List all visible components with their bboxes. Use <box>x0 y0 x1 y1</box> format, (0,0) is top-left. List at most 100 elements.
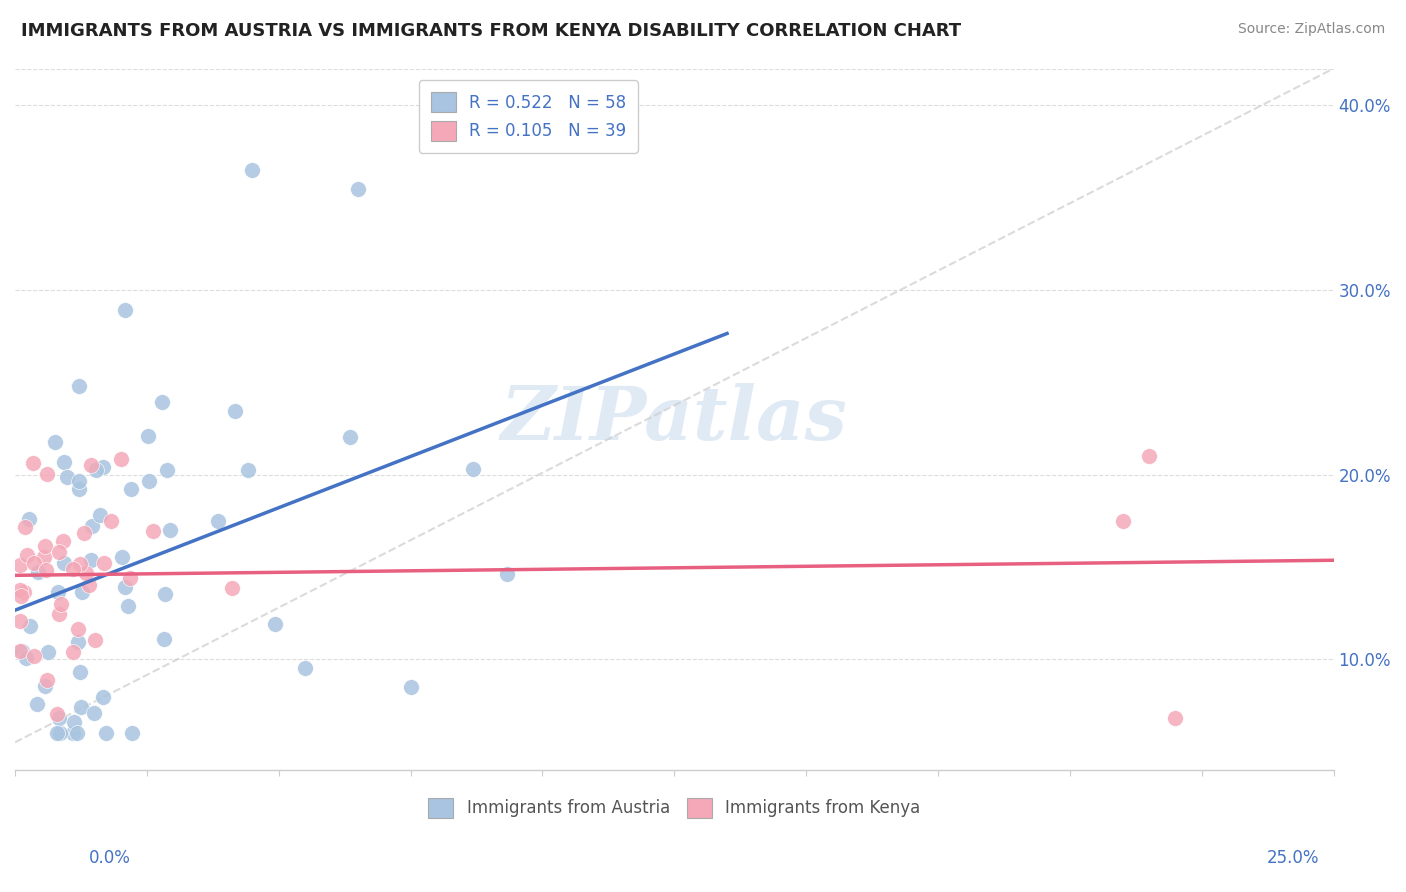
Point <box>27 565 49 579</box>
Point <box>155 463 177 477</box>
Point <box>70 584 93 599</box>
Point <box>84 633 107 648</box>
Point <box>22 556 45 570</box>
Point <box>13 520 35 534</box>
Point <box>13 584 35 599</box>
Point <box>80 552 103 566</box>
Point <box>66 622 89 636</box>
Point <box>91 690 114 704</box>
Point <box>347 181 370 195</box>
Point <box>138 474 160 488</box>
Point <box>15 548 38 562</box>
Point <box>35 673 58 687</box>
Point <box>69 474 91 488</box>
Point <box>10 589 32 603</box>
Point <box>136 428 159 442</box>
Point <box>34 563 56 577</box>
Point <box>1164 711 1187 725</box>
Point <box>8 583 31 598</box>
Point <box>77 577 100 591</box>
Point <box>52 534 75 549</box>
Point <box>207 515 229 529</box>
Point <box>89 508 111 522</box>
Point <box>120 482 142 496</box>
Point <box>100 515 122 529</box>
Point <box>34 549 56 564</box>
Text: Source: ZipAtlas.com: Source: ZipAtlas.com <box>1237 22 1385 37</box>
Point <box>75 566 97 580</box>
Point <box>21 456 44 470</box>
Point <box>48 711 70 725</box>
Point <box>8 558 31 573</box>
Point <box>339 430 361 444</box>
Point <box>114 302 136 317</box>
Point <box>67 483 90 497</box>
Point <box>66 635 89 649</box>
Point <box>142 524 165 539</box>
Point <box>80 519 103 533</box>
Text: 25.0%: 25.0% <box>1267 849 1319 867</box>
Point <box>48 545 70 559</box>
Point <box>44 434 66 449</box>
Point <box>27 697 49 711</box>
Point <box>238 463 260 477</box>
Point <box>67 379 90 393</box>
Point <box>93 557 115 571</box>
Point <box>294 661 316 675</box>
Point <box>11 644 34 658</box>
Point <box>83 706 105 721</box>
Point <box>84 462 107 476</box>
Point <box>22 649 45 664</box>
Point <box>69 665 91 679</box>
Point <box>1137 449 1160 463</box>
Point <box>159 523 181 537</box>
Point <box>48 607 70 621</box>
Point <box>49 726 72 740</box>
Point <box>240 163 263 178</box>
Point <box>96 726 118 740</box>
Point <box>263 616 285 631</box>
Point <box>52 455 75 469</box>
Point <box>62 645 84 659</box>
Point <box>121 726 143 740</box>
Point <box>114 580 136 594</box>
Point <box>34 679 56 693</box>
Point <box>70 700 93 714</box>
Point <box>221 581 243 595</box>
Point <box>49 597 72 611</box>
Point <box>45 706 67 721</box>
Point <box>111 549 134 564</box>
Text: ZIPatlas: ZIPatlas <box>501 383 848 456</box>
Point <box>495 567 517 582</box>
Point <box>66 726 89 740</box>
Point <box>110 452 132 467</box>
Point <box>63 715 86 730</box>
Point <box>153 587 176 601</box>
Point <box>73 526 96 541</box>
Point <box>1111 514 1133 528</box>
Point <box>120 572 142 586</box>
Point <box>18 619 41 633</box>
Point <box>463 462 485 476</box>
Point <box>399 680 422 694</box>
Point <box>37 645 59 659</box>
Point <box>152 395 174 409</box>
Point <box>15 650 38 665</box>
Point <box>34 539 56 553</box>
Point <box>91 460 114 475</box>
Point <box>48 585 70 599</box>
Point <box>62 562 84 576</box>
Point <box>18 512 41 526</box>
Point <box>80 458 103 473</box>
Text: IMMIGRANTS FROM AUSTRIA VS IMMIGRANTS FROM KENYA DISABILITY CORRELATION CHART: IMMIGRANTS FROM AUSTRIA VS IMMIGRANTS FR… <box>21 22 962 40</box>
Point <box>56 469 79 483</box>
Text: 0.0%: 0.0% <box>89 849 131 867</box>
Point <box>8 644 31 658</box>
Point <box>8 614 31 628</box>
Point <box>224 403 246 417</box>
Point <box>52 556 75 570</box>
Point <box>69 558 91 572</box>
Legend: Immigrants from Austria, Immigrants from Kenya: Immigrants from Austria, Immigrants from… <box>422 791 927 825</box>
Point <box>37 467 59 481</box>
Point <box>46 726 69 740</box>
